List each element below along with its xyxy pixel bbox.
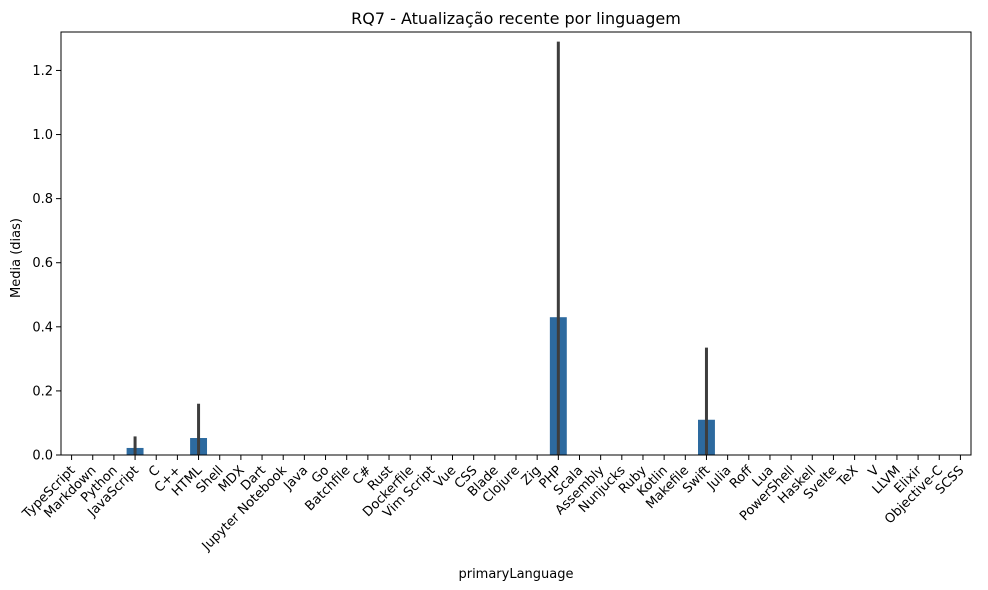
y-tick-label: 1.0: [32, 128, 53, 143]
x-axis-label: primaryLanguage: [458, 567, 573, 582]
y-tick-label: 0.2: [32, 384, 53, 399]
y-tick-label: 0.0: [32, 449, 53, 464]
y-axis-label: Media (dias): [9, 218, 24, 298]
x-tick-label: Java: [280, 463, 311, 494]
chart-title: RQ7 - Atualização recente por linguagem: [351, 9, 681, 28]
y-tick-label: 0.6: [32, 256, 53, 271]
y-tick-label: 0.8: [32, 192, 53, 207]
y-tick-label: 0.4: [32, 320, 53, 335]
plot-area: 0.00.20.40.60.81.01.2TypeScriptMarkdownP…: [19, 31, 972, 554]
axes-frame: [60, 31, 972, 456]
y-tick-label: 1.2: [32, 64, 53, 79]
x-tick-label: TeX: [834, 463, 861, 490]
